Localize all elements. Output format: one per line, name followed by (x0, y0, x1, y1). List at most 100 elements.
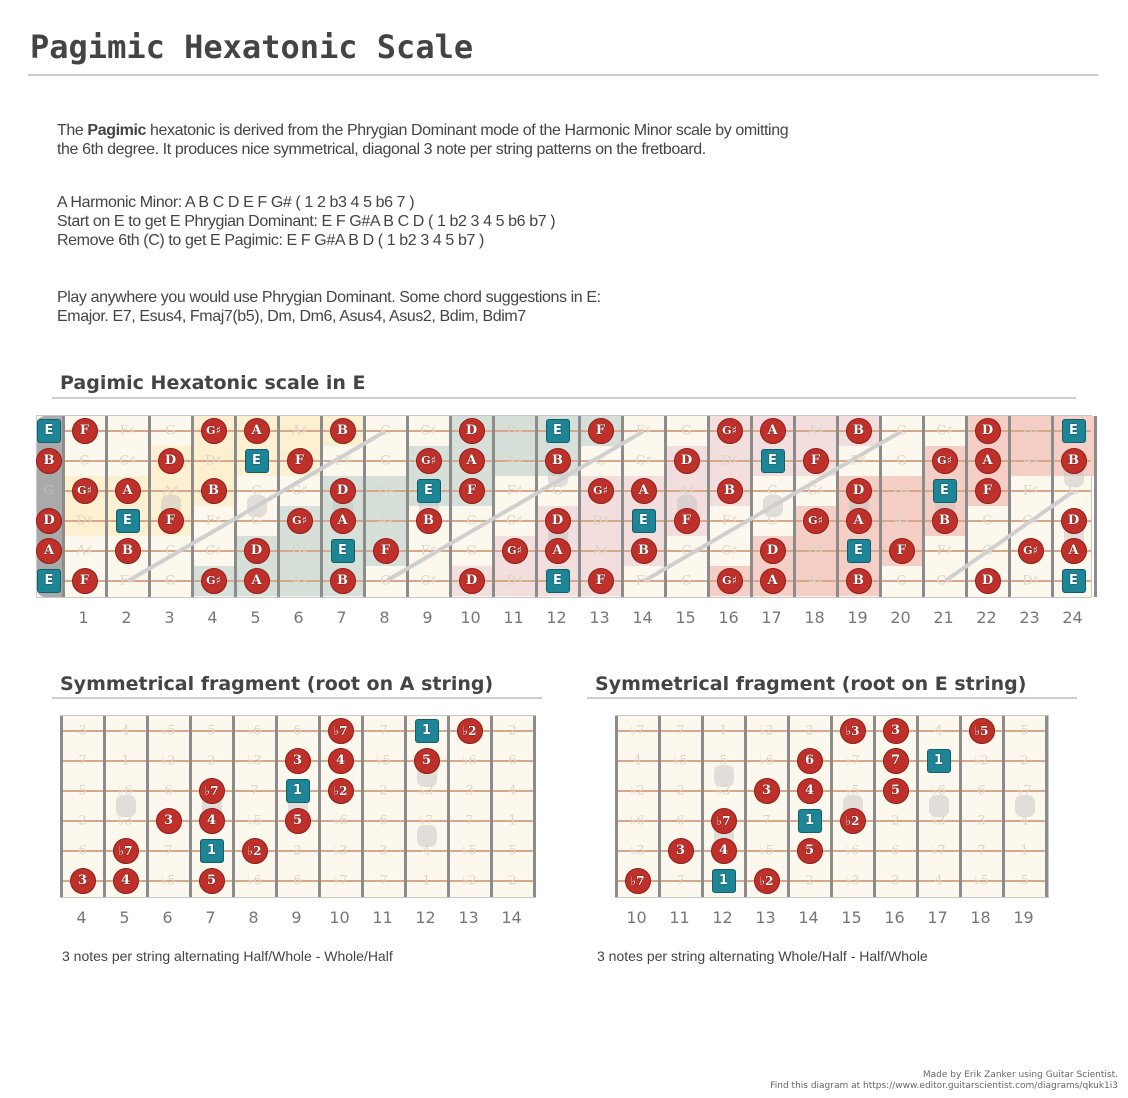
scale-note-marker[interactable]: D (974, 568, 1001, 594)
scale-note-marker[interactable]: D (1060, 508, 1087, 534)
degree-marker[interactable]: 5 (284, 808, 311, 834)
degree-marker[interactable]: 5 (198, 868, 225, 894)
root-degree-marker[interactable]: 1 (797, 809, 822, 833)
degree-marker[interactable]: 6 (796, 748, 823, 774)
root-degree-marker[interactable]: 1 (199, 839, 224, 863)
scale-note-marker[interactable]: G♯ (716, 418, 743, 444)
degree-marker[interactable]: 5 (413, 748, 440, 774)
scale-note-marker[interactable]: F (587, 418, 614, 444)
root-note-marker[interactable]: E (1061, 569, 1086, 593)
scale-note-marker[interactable]: F (888, 538, 915, 564)
root-note-marker[interactable]: E (846, 539, 871, 563)
scale-note-marker[interactable]: A (759, 568, 786, 594)
degree-marker[interactable]: 5 (882, 778, 909, 804)
scale-note-marker[interactable]: A (458, 448, 485, 474)
scale-note-marker[interactable]: G♯ (587, 478, 614, 504)
scale-note-marker[interactable]: B (114, 538, 141, 564)
degree-marker[interactable]: 4 (796, 778, 823, 804)
scale-note-marker[interactable]: A (544, 538, 571, 564)
degree-marker[interactable]: ♭3 (839, 718, 866, 744)
scale-note-marker[interactable]: D (458, 418, 485, 444)
degree-marker[interactable]: 3 (69, 868, 96, 894)
scale-note-marker[interactable]: F (372, 538, 399, 564)
root-note-marker[interactable]: E (244, 449, 269, 473)
root-degree-marker[interactable]: 1 (414, 719, 439, 743)
degree-marker[interactable]: 4 (198, 808, 225, 834)
scale-note-marker[interactable]: A (114, 478, 141, 504)
degree-marker[interactable]: 4 (710, 838, 737, 864)
scale-note-marker[interactable]: F (71, 418, 98, 444)
scale-note-marker[interactable]: G♯ (286, 508, 313, 534)
scale-note-marker[interactable]: A (630, 478, 657, 504)
scale-note-marker[interactable]: A (845, 508, 872, 534)
degree-marker[interactable]: 3 (882, 718, 909, 744)
scale-note-marker[interactable]: G♯ (1017, 538, 1044, 564)
scale-note-marker[interactable]: B (931, 508, 958, 534)
scale-note-marker[interactable]: A (243, 418, 270, 444)
root-note-marker[interactable]: E (760, 449, 785, 473)
degree-marker[interactable]: ♭2 (327, 778, 354, 804)
scale-note-marker[interactable]: B (329, 418, 356, 444)
scale-note-marker[interactable]: D (759, 538, 786, 564)
scale-note-marker[interactable]: F (286, 448, 313, 474)
root-note-marker[interactable]: E (1061, 419, 1086, 443)
degree-marker[interactable]: ♭7 (624, 868, 651, 894)
root-note-marker[interactable]: E (330, 539, 355, 563)
degree-marker[interactable]: ♭2 (839, 808, 866, 834)
scale-note-marker[interactable]: D (673, 448, 700, 474)
scale-note-marker[interactable]: F (587, 568, 614, 594)
scale-note-marker[interactable]: B (845, 568, 872, 594)
scale-note-marker[interactable]: A (243, 568, 270, 594)
scale-note-marker[interactable]: D (329, 478, 356, 504)
scale-note-marker[interactable]: B (716, 478, 743, 504)
scale-note-marker[interactable]: G♯ (415, 448, 442, 474)
scale-note-marker[interactable]: A (759, 418, 786, 444)
degree-marker[interactable]: 4 (112, 868, 139, 894)
degree-marker[interactable]: 7 (882, 748, 909, 774)
degree-marker[interactable]: ♭7 (198, 778, 225, 804)
degree-marker[interactable]: ♭5 (968, 718, 995, 744)
scale-note-marker[interactable]: F (458, 478, 485, 504)
degree-marker[interactable]: ♭2 (753, 868, 780, 894)
root-note-marker[interactable]: E (545, 419, 570, 443)
scale-note-marker[interactable]: A (329, 508, 356, 534)
scale-note-marker[interactable]: G♯ (71, 478, 98, 504)
scale-note-marker[interactable]: D (157, 448, 184, 474)
scale-note-marker[interactable]: D (544, 508, 571, 534)
degree-marker[interactable]: ♭2 (241, 838, 268, 864)
scale-note-marker[interactable]: A (1060, 538, 1087, 564)
scale-note-marker[interactable]: B (200, 478, 227, 504)
scale-note-marker[interactable]: G♯ (931, 448, 958, 474)
scale-note-marker[interactable]: G♯ (501, 538, 528, 564)
scale-note-marker[interactable]: G♯ (716, 568, 743, 594)
root-note-marker[interactable]: E (416, 479, 441, 503)
scale-note-marker[interactable]: B (845, 418, 872, 444)
scale-note-marker[interactable]: G♯ (200, 418, 227, 444)
scale-note-marker[interactable]: G♯ (802, 508, 829, 534)
root-note-marker[interactable]: E (631, 509, 656, 533)
scale-note-marker[interactable]: B (329, 568, 356, 594)
scale-note-marker[interactable]: G♯ (200, 568, 227, 594)
scale-note-marker[interactable]: D (243, 538, 270, 564)
root-degree-marker[interactable]: 1 (711, 869, 736, 893)
root-degree-marker[interactable]: 1 (285, 779, 310, 803)
root-degree-marker[interactable]: 1 (926, 749, 951, 773)
root-note-marker[interactable]: E (115, 509, 140, 533)
scale-note-marker[interactable]: B (415, 508, 442, 534)
degree-marker[interactable]: 3 (284, 748, 311, 774)
scale-note-marker[interactable]: B (1060, 448, 1087, 474)
scale-note-marker[interactable]: F (157, 508, 184, 534)
scale-note-marker[interactable]: D (974, 418, 1001, 444)
scale-note-marker[interactable]: D (458, 568, 485, 594)
degree-marker[interactable]: 5 (796, 838, 823, 864)
degree-marker[interactable]: ♭2 (456, 718, 483, 744)
degree-marker[interactable]: ♭7 (710, 808, 737, 834)
degree-marker[interactable]: 4 (327, 748, 354, 774)
scale-note-marker[interactable]: F (673, 508, 700, 534)
root-note-marker[interactable]: E (932, 479, 957, 503)
scale-note-marker[interactable]: A (974, 448, 1001, 474)
scale-note-marker[interactable]: B (630, 538, 657, 564)
footer-link[interactable]: Find this diagram at https://www.editor.… (770, 1081, 1118, 1091)
degree-marker[interactable]: 3 (753, 778, 780, 804)
degree-marker[interactable]: 3 (155, 808, 182, 834)
